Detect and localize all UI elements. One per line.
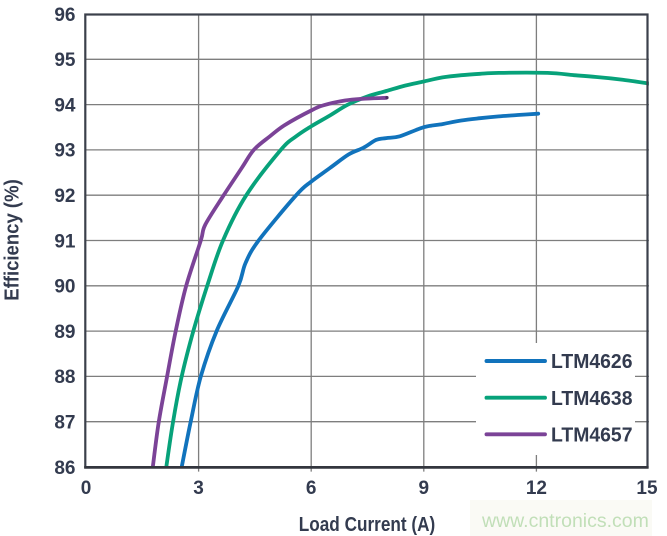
svg-text:92: 92 [54,186,75,207]
svg-text:3: 3 [193,478,204,499]
svg-text:88: 88 [54,367,75,388]
svg-text:0: 0 [81,478,92,499]
svg-text:91: 91 [54,231,76,252]
svg-text:12: 12 [526,478,547,499]
svg-text:96: 96 [54,5,75,26]
svg-text:95: 95 [54,50,76,71]
svg-text:www.cntronics.com: www.cntronics.com [481,510,649,532]
svg-text:9: 9 [419,478,430,499]
svg-text:LTM4638: LTM4638 [551,387,633,410]
svg-text:LTM4657: LTM4657 [551,424,633,447]
svg-text:93: 93 [54,141,75,162]
svg-text:89: 89 [54,322,75,343]
svg-text:94: 94 [54,95,76,116]
svg-text:LTM4626: LTM4626 [551,350,633,373]
svg-text:15: 15 [636,478,658,499]
svg-text:90: 90 [54,277,75,298]
svg-text:Load Current (A): Load Current (A) [299,514,436,536]
svg-text:Efficiency (%): Efficiency (%) [2,179,24,301]
svg-text:6: 6 [306,478,317,499]
svg-text:86: 86 [54,458,75,479]
svg-text:87: 87 [54,413,75,434]
